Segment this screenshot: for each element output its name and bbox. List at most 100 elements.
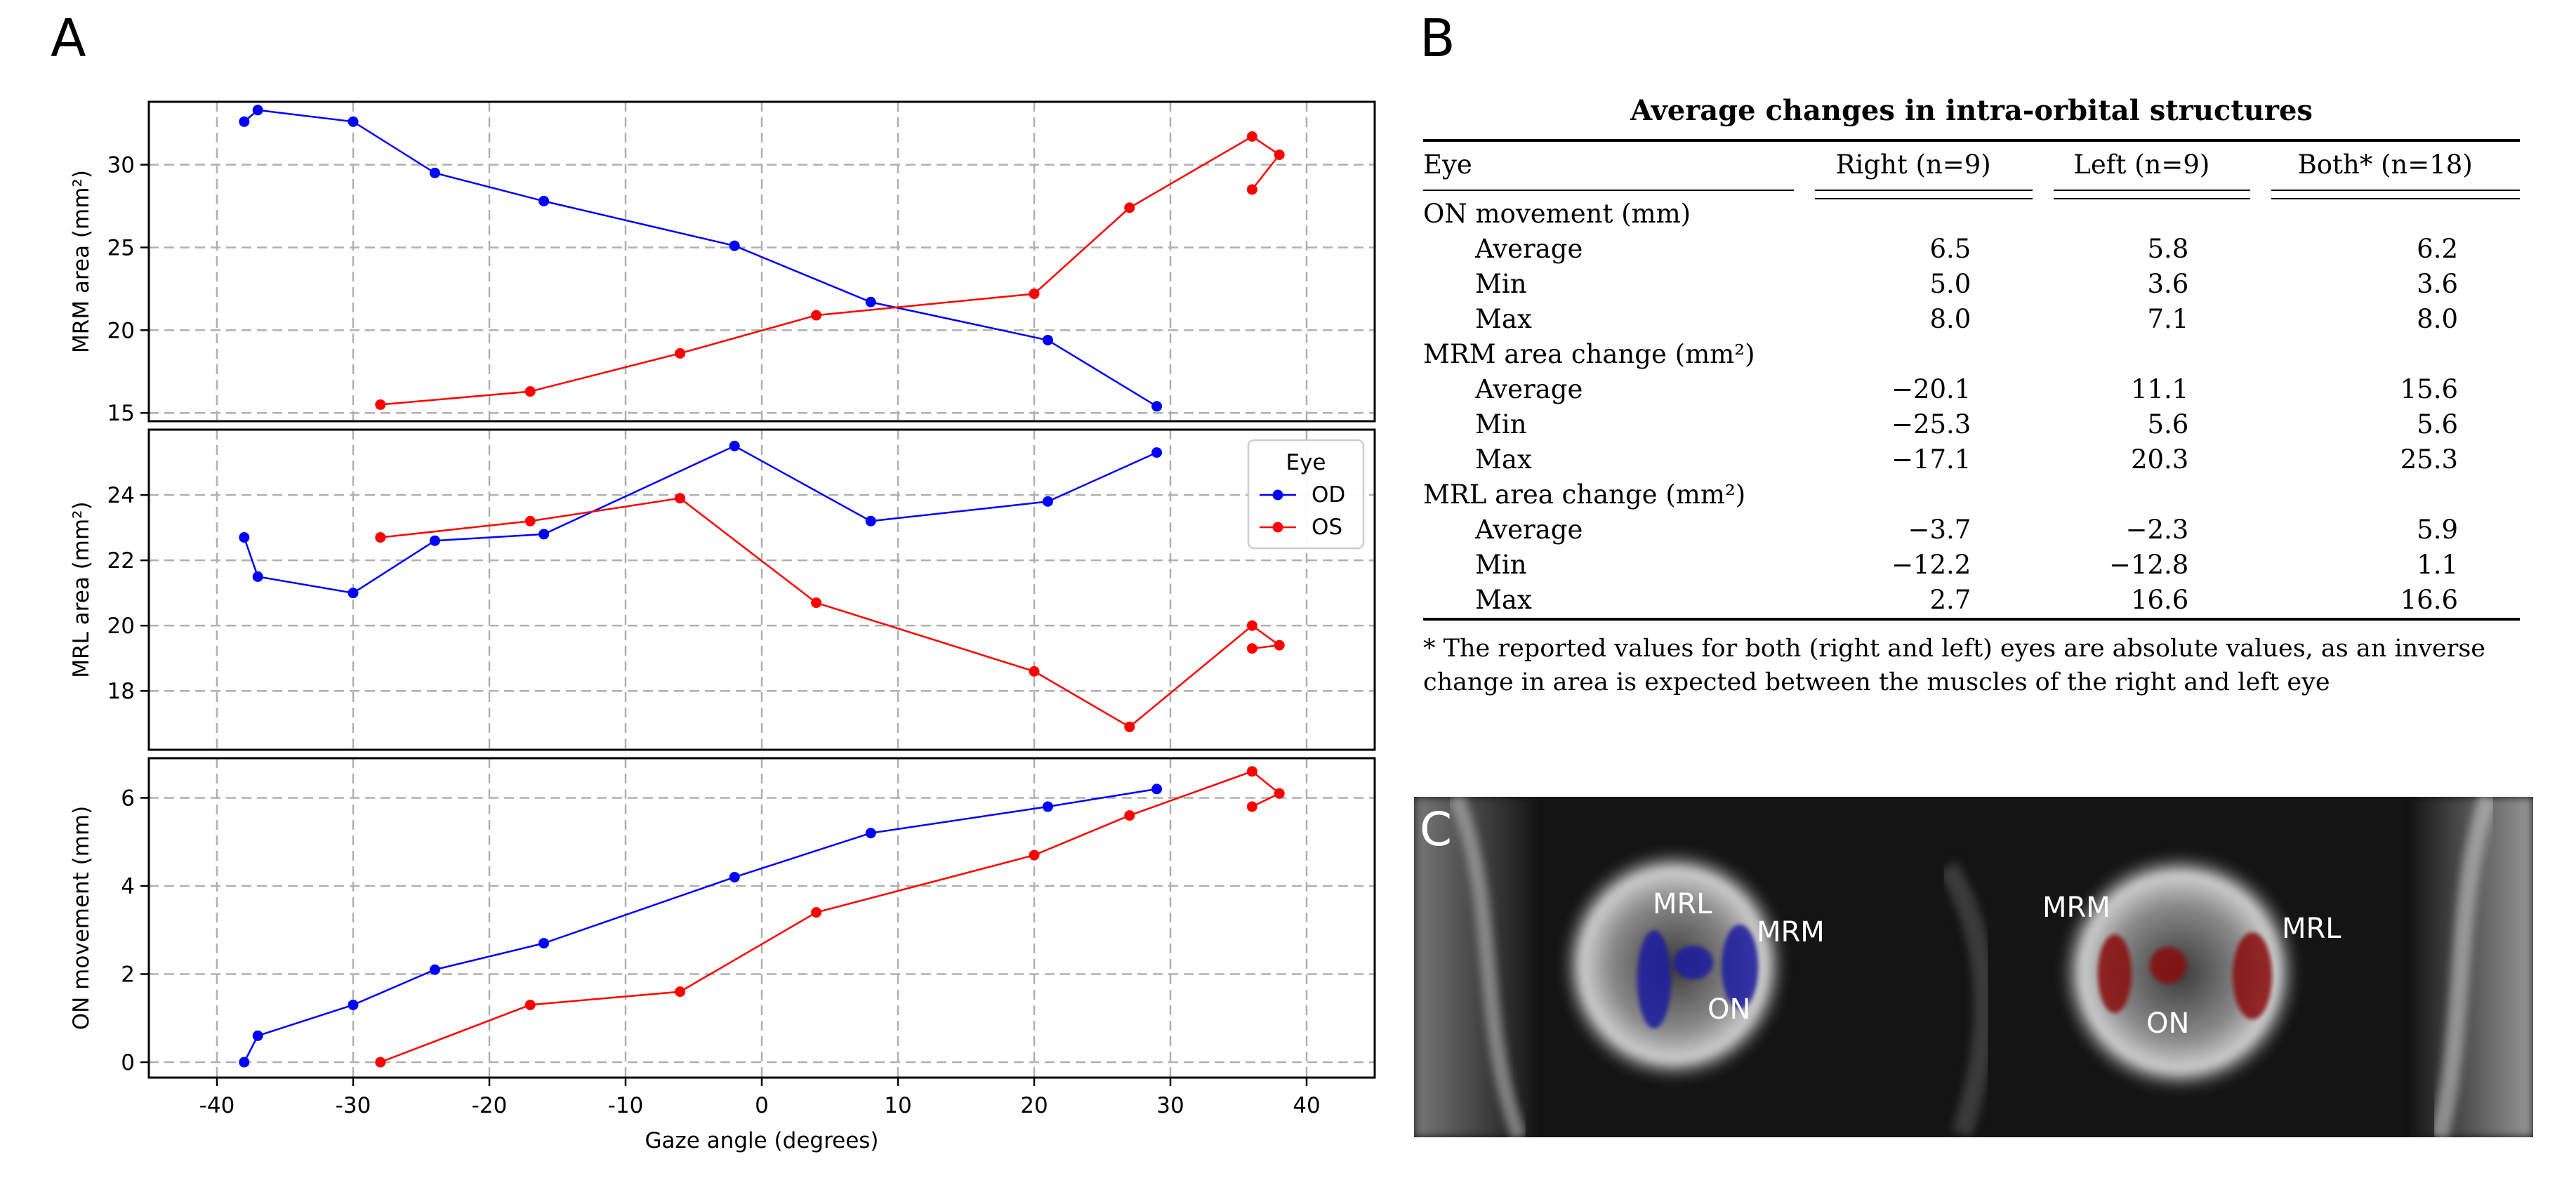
panel-label-b: B [1420, 8, 1455, 69]
cell: −20.1 [1891, 374, 1971, 404]
header-rule-right [1794, 188, 2033, 199]
x-tick-label: -40 [199, 1093, 235, 1118]
data-point-os [524, 999, 536, 1010]
cell: 5.0 [1929, 269, 1971, 299]
data-point-os [1246, 801, 1257, 812]
data-point-od [348, 999, 359, 1010]
mrl-right-overlay [2233, 932, 2272, 1019]
mrl-left-overlay [1637, 930, 1671, 1028]
y-tick-label: 6 [121, 786, 135, 811]
data-point-os [675, 348, 686, 359]
data-point-od [239, 116, 250, 127]
data-point-od [729, 440, 740, 451]
table-row: Max 2.7 16.6 16.6 [1423, 583, 2520, 621]
cell: 5.8 [2147, 234, 2189, 264]
series-line-os [380, 135, 1281, 406]
table-row: Min 5.0 3.6 3.6 [1423, 267, 2520, 302]
mri-label-on-left: ON [1708, 993, 1751, 1026]
data-point-od [865, 515, 876, 527]
data-point-od [1042, 801, 1053, 812]
group-on-label: ON movement (mm) [1423, 199, 1691, 229]
mri-tissue [2430, 793, 2497, 1140]
data-point-od [865, 296, 876, 307]
row-label: Min [1475, 550, 1527, 580]
data-point-os [1246, 184, 1257, 195]
data-point-od [729, 871, 740, 882]
x-tick-label: 20 [1020, 1093, 1048, 1118]
cell: 7.1 [2147, 304, 2189, 334]
series-line-od [243, 109, 1158, 407]
mri-orbit-left [1558, 846, 1790, 1085]
data-point-os [1274, 149, 1285, 160]
cell: 3.6 [2147, 269, 2189, 299]
data-point-os [1246, 131, 1257, 143]
mri-label-mrl-right: MRL [2282, 913, 2341, 945]
table-row: Min −12.2 −12.8 1.1 [1423, 548, 2520, 583]
header-rule [1423, 188, 1794, 197]
data-point-os [375, 532, 386, 543]
data-point-os [375, 399, 386, 410]
group-mrl-label: MRL area change (mm²) [1423, 479, 1746, 510]
data-point-os [1274, 640, 1285, 651]
mri-picture [1414, 793, 2533, 1140]
cell: 16.6 [2033, 583, 2251, 621]
row-label: Max [1423, 583, 1794, 621]
data-point-od [1151, 447, 1163, 458]
mri-tissue [1448, 793, 1527, 1140]
group-mrm-label: MRM area change (mm²) [1423, 339, 1755, 369]
y-tick-label: 25 [107, 235, 135, 260]
cell: 20.3 [2130, 444, 2189, 475]
mri-label-mrm-right: MRM [2042, 892, 2111, 924]
table-row: Average −3.7 −2.3 5.9 [1423, 512, 2520, 548]
y-tick-label: 20 [107, 318, 135, 343]
series-line-od [243, 444, 1158, 595]
on-right-overlay [2150, 947, 2186, 984]
cell: 16.6 [2250, 583, 2520, 621]
data-point-os [811, 310, 822, 321]
data-point-od [1151, 401, 1163, 412]
data-point-od [1042, 334, 1053, 345]
cell: 5.6 [2417, 409, 2458, 439]
mrm-right-overlay [2098, 934, 2132, 1013]
data-point-od [239, 1057, 250, 1068]
header-rule-left [2033, 188, 2251, 199]
panel-label-a: A [51, 8, 86, 69]
data-point-os [1029, 666, 1040, 677]
data-point-os [1124, 202, 1135, 213]
cell: 15.6 [2400, 374, 2458, 404]
data-point-os [675, 493, 686, 504]
series-line-os [380, 497, 1282, 728]
x-tick-label: 0 [755, 1093, 769, 1118]
y-tick-label: 22 [107, 548, 135, 574]
cell: 5.9 [2417, 515, 2458, 545]
cell: 8.0 [1929, 304, 1971, 334]
data-point-os [524, 515, 536, 527]
row-label: Min [1475, 409, 1527, 439]
mri-label-on-right: ON [2146, 1007, 2190, 1040]
legend-marker-od [1272, 489, 1283, 501]
mri-label-mrm-left: MRM [1757, 916, 1825, 948]
data-point-od [865, 828, 876, 839]
header-eye: Eye [1423, 139, 1794, 188]
cell: 6.2 [2417, 234, 2458, 264]
data-point-od [252, 571, 263, 582]
y-tick-label: 0 [121, 1050, 135, 1076]
data-point-os [1029, 288, 1040, 299]
cell: −2.3 [2125, 515, 2189, 545]
legend-marker-os [1272, 522, 1283, 533]
series-line-od [243, 788, 1157, 1063]
cell: 6.5 [1929, 234, 1971, 264]
table-row: Average 6.5 5.8 6.2 [1423, 232, 2520, 267]
data-point-od [239, 532, 250, 543]
data-point-od [429, 535, 440, 546]
header-both: Both* (n=18) [2250, 139, 2520, 188]
data-point-od [539, 938, 550, 949]
data-point-os [811, 907, 822, 918]
x-tick-label: 10 [884, 1093, 911, 1118]
row-label: Average [1475, 515, 1583, 545]
data-point-os [1124, 810, 1135, 821]
cell: −12.2 [1891, 550, 1971, 580]
data-point-os [1246, 620, 1257, 631]
